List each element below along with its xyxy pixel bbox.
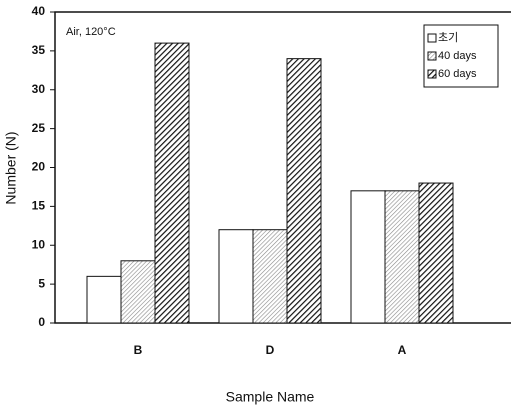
legend-label: 초기 xyxy=(438,31,458,44)
legend-label: 60 days xyxy=(438,68,477,80)
bar xyxy=(120,260,156,324)
legend-label: 40 days xyxy=(438,50,477,62)
y-tick-label: 5 xyxy=(38,276,45,290)
y-tick-label: 20 xyxy=(32,160,46,174)
annotation: Air, 120°C xyxy=(66,26,116,38)
legend-swatch xyxy=(427,51,437,61)
y-tick-label: 10 xyxy=(32,237,46,251)
bar xyxy=(286,58,322,324)
y-tick-label: 15 xyxy=(32,199,46,213)
bar xyxy=(86,275,122,324)
y-tick-label: 30 xyxy=(32,82,46,96)
bar xyxy=(384,190,420,324)
x-axis-label: Sample Name xyxy=(226,389,315,405)
y-tick-label: 0 xyxy=(38,315,45,329)
x-tick-label: A xyxy=(398,343,407,357)
bar xyxy=(418,182,454,324)
legend-swatch xyxy=(427,69,437,79)
bar xyxy=(154,42,190,324)
bar xyxy=(350,190,386,324)
x-tick-label: B xyxy=(134,343,143,357)
y-tick-label: 35 xyxy=(32,43,46,57)
y-tick-label: 40 xyxy=(32,4,46,18)
y-tick-label: 25 xyxy=(32,121,46,135)
x-tick-label: D xyxy=(266,343,275,357)
bar xyxy=(252,229,288,324)
y-axis-label: Number (N) xyxy=(3,131,19,204)
legend-swatch xyxy=(427,33,437,43)
bar xyxy=(218,229,254,324)
